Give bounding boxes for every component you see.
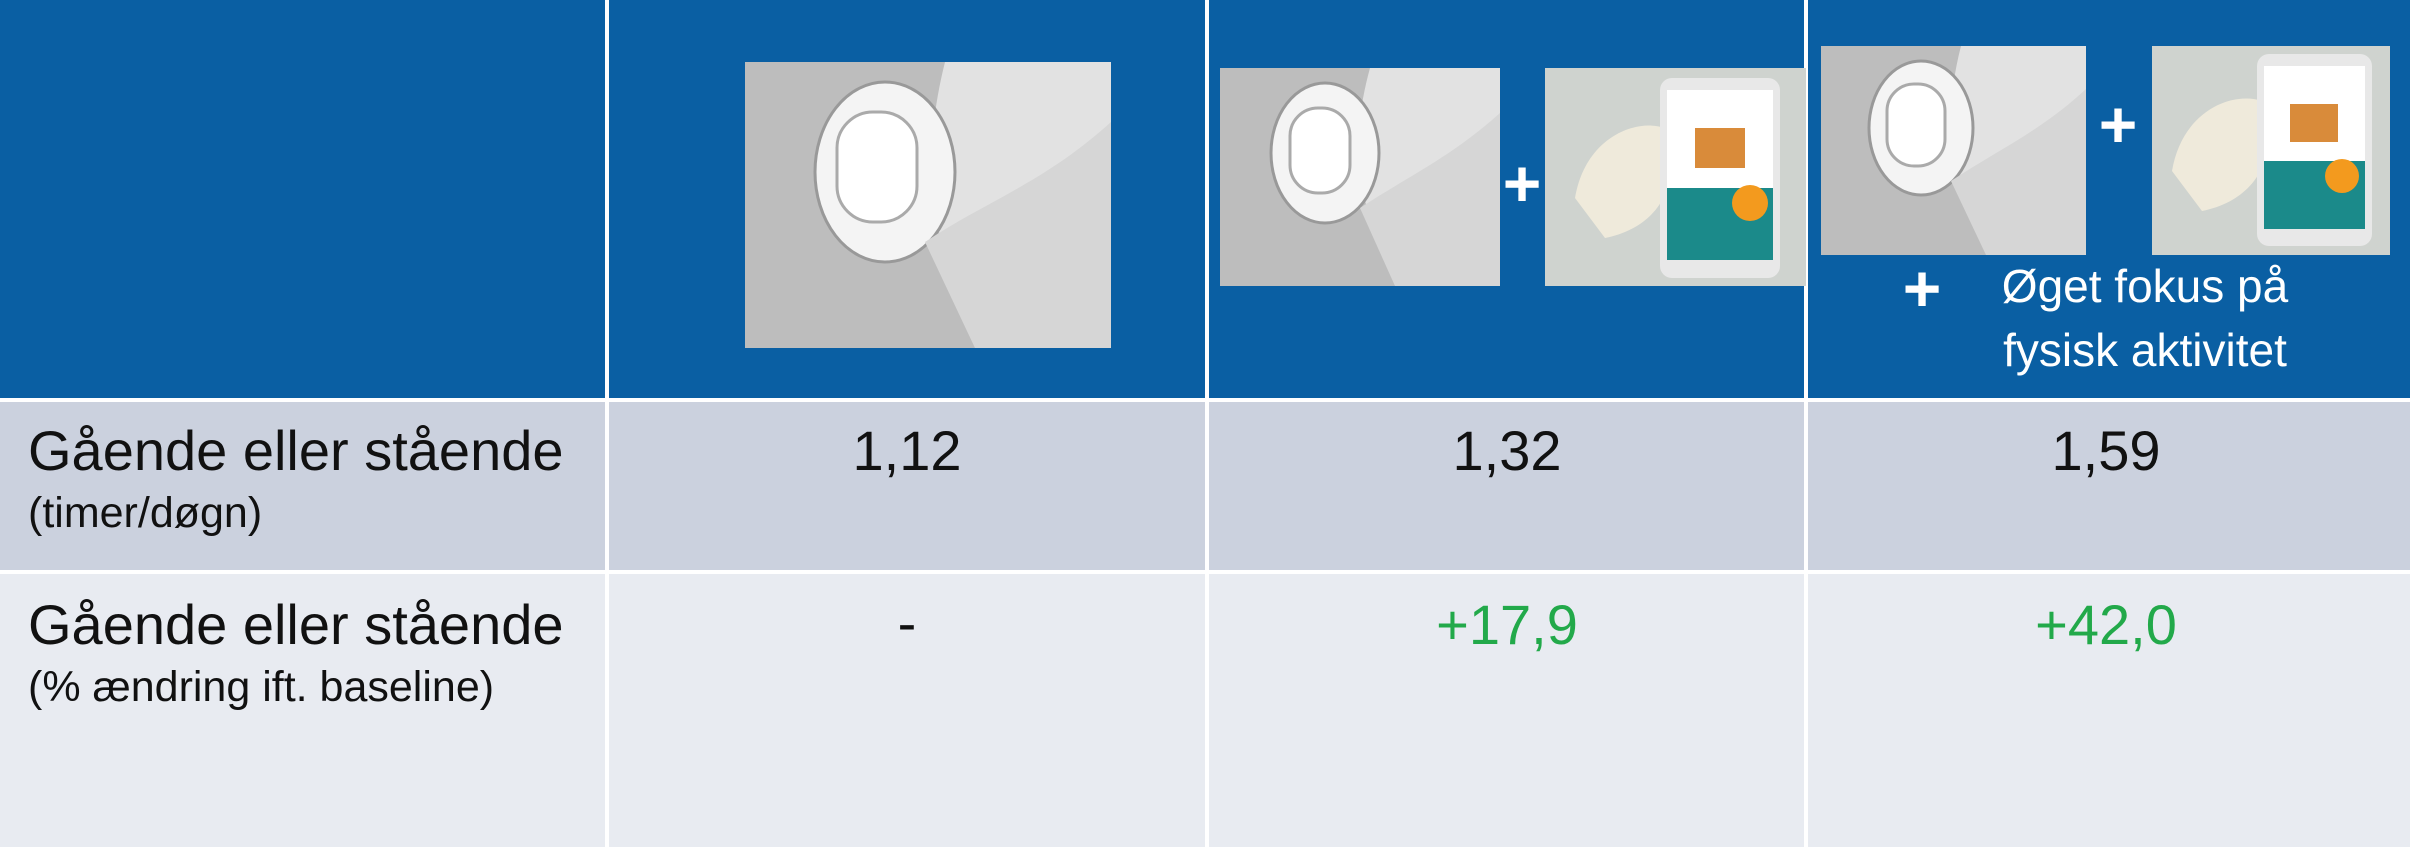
row-cell [1209, 574, 1804, 847]
row-cell [0, 402, 605, 570]
header-cell [0, 0, 605, 398]
plus-sign: + [1902, 251, 1942, 325]
cell-value: - [897, 591, 917, 654]
cell-value: 1,12 [852, 419, 962, 482]
cell-value: 1,32 [1452, 419, 1562, 482]
phone-photo [2152, 46, 2390, 255]
row-label: Gående eller stående (timer/døgn) [28, 418, 564, 542]
row-cell [1808, 574, 2410, 847]
row-label-main: Gående eller stående [28, 593, 564, 656]
row-cell [609, 574, 1205, 847]
row-cell [609, 402, 1205, 570]
cell-value: +17,9 [1436, 593, 1578, 656]
plus-sign: + [1502, 146, 1542, 220]
row-cell [1209, 402, 1804, 570]
plus-sign: + [2098, 87, 2138, 161]
row-label-main: Gående eller stående [28, 419, 564, 482]
row-cell [1808, 402, 2410, 570]
phone-photo [1545, 68, 1806, 286]
cell-value: 1,59 [2051, 419, 2161, 482]
row-label-unit: (timer/døgn) [28, 489, 263, 537]
sensor-photo [1821, 46, 2086, 255]
cell-value: +42,0 [2035, 593, 2177, 656]
sensor-photo [1220, 68, 1500, 286]
row-cell [0, 574, 605, 847]
row-label-unit: (% ændring ift. baseline) [28, 663, 495, 711]
header-note: Øget fokus på fysisk aktivitet [2001, 260, 2289, 376]
sensor-photo [745, 62, 1111, 348]
row-label: Gående eller stående (% ændring ift. bas… [28, 592, 564, 716]
